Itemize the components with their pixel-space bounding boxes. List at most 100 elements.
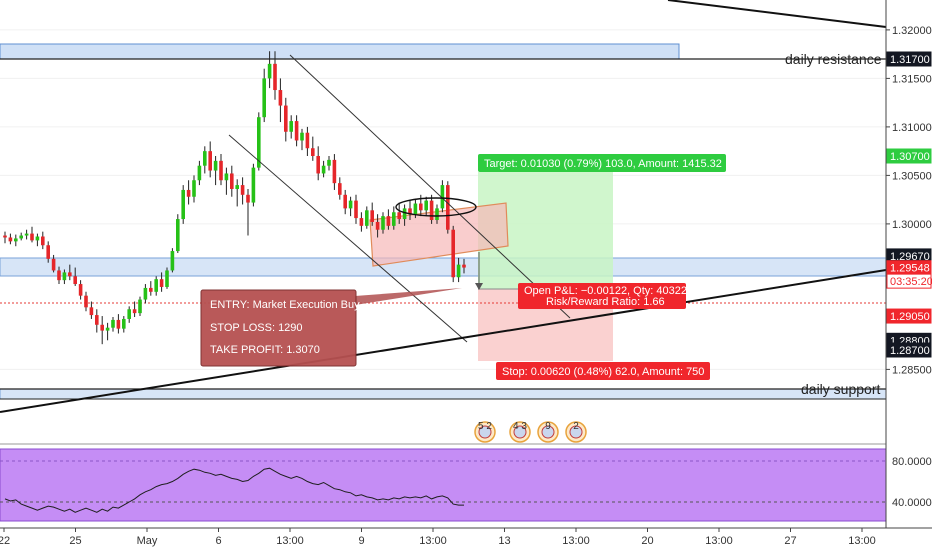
candle-up [300, 132, 304, 141]
candle-down [359, 218, 364, 226]
time-tick-label: 20 [641, 535, 653, 547]
price-label: 1.29548 [890, 263, 930, 275]
target-label: Target: 0.01030 (0.79%) 103.0, Amount: 1… [484, 158, 722, 170]
candle-up [348, 200, 353, 209]
candle-down [246, 194, 250, 203]
candle-down [51, 258, 56, 271]
price-tick-label: 1.28500 [892, 364, 932, 376]
candle-up [402, 208, 407, 220]
pl-label-box [518, 283, 686, 309]
candle-up [19, 235, 23, 239]
price-label-box [886, 51, 932, 67]
ascending-trendline [0, 269, 887, 413]
candle-up [111, 319, 115, 328]
candle-up [197, 165, 202, 181]
candle-down [41, 236, 45, 246]
open-pl-label: Open P&L: −0.00122, Qty: 40322 [524, 285, 687, 297]
entry-callout: ENTRY: Market Execution Buy STOP LOSS: 1… [200, 288, 462, 367]
mid-zone [0, 257, 887, 277]
candle-down [408, 208, 412, 215]
candle-down [116, 319, 121, 329]
entry-callout-box [200, 289, 357, 367]
candle-down [100, 324, 104, 331]
candle-up [327, 159, 331, 166]
daily-support-label: daily support [801, 381, 880, 397]
candle-down [446, 185, 450, 230]
candle-up [440, 185, 445, 209]
candle-down [68, 272, 72, 277]
candle-down [294, 121, 299, 141]
time-tick-label: 13:00 [562, 535, 590, 547]
rsi-background [0, 448, 887, 522]
stop-loss-line: STOP LOSS: 1290 [210, 322, 303, 334]
time-tick-label: 6 [215, 535, 221, 547]
candle-up [235, 185, 239, 189]
flag-count: 9 [545, 421, 551, 432]
candle-down [186, 189, 191, 197]
candle-up [381, 216, 385, 230]
event-flags[interactable]: 5 2 4 3 9 2 [474, 421, 587, 443]
flag-icon [478, 425, 492, 439]
stop-label: Stop: 0.00620 (0.48%) 62.0, Amount: 750 [502, 366, 704, 378]
candle-up [165, 270, 169, 287]
candle-up [321, 165, 326, 174]
candle-down [429, 200, 434, 221]
flag-icon [569, 425, 583, 439]
candle-up [365, 210, 369, 226]
candle-down [149, 287, 153, 292]
price-label: 1.29050 [890, 311, 930, 323]
candle-up [224, 173, 229, 181]
candle-up [192, 180, 196, 197]
price-label: 1.31700 [890, 54, 930, 66]
stop-arrow-head [475, 283, 483, 290]
price-axis[interactable]: 1.32000 1.31500 1.31000 1.30500 1.30000 1.285… [886, 25, 932, 377]
candle-up [138, 299, 142, 314]
candle-up [143, 287, 148, 300]
candle-up [251, 167, 256, 203]
price-label-box [886, 342, 932, 358]
candle-down [95, 315, 99, 325]
stop-label-box [496, 362, 710, 380]
channel-lower [228, 134, 468, 343]
candle-up [176, 219, 180, 252]
time-tick-label: 13:00 [276, 535, 304, 547]
candle-up [154, 279, 158, 292]
candle-down [78, 284, 83, 296]
candle-down [240, 185, 245, 195]
candle-up [122, 318, 126, 329]
candle-down [46, 245, 50, 259]
rsi-tick-label: 40.0000 [892, 497, 932, 509]
time-axis[interactable]: 22 25 May 6 13:00 9 13:00 13 13:00 20 13:00 27 13:00 [0, 528, 876, 547]
candle-down [343, 194, 347, 209]
risk-reward-label: Risk/Reward Ratio: 1.66 [546, 296, 665, 308]
channel-upper [289, 54, 571, 319]
resistance-zone [0, 43, 680, 60]
candle-down [397, 212, 401, 220]
candle-up [267, 63, 272, 79]
candle-down [278, 90, 283, 106]
candle-down [311, 148, 315, 156]
price-label: 1.29670 [890, 251, 930, 263]
rsi-axis[interactable]: 80.0000 40.0000 [892, 456, 932, 509]
entry-line: ENTRY: Market Execution Buy [210, 299, 360, 311]
candle-up [257, 117, 261, 168]
candle-down [332, 159, 337, 184]
time-tick-label: 27 [784, 535, 796, 547]
candle-up [424, 200, 428, 211]
candle-down [284, 105, 288, 132]
time-tick-label: 9 [358, 535, 364, 547]
candle-down [419, 203, 423, 211]
candle-up [392, 212, 396, 226]
candle-down [386, 216, 391, 226]
price-label-box [886, 308, 932, 324]
candle-up [62, 272, 67, 281]
entry-callout-pointer [355, 288, 462, 305]
candle-down [354, 200, 358, 219]
candle-up [435, 208, 439, 221]
candle-up [213, 160, 218, 171]
price-tick-label: 1.31000 [892, 122, 932, 134]
candle-down [338, 183, 342, 195]
price-label: 1.28700 [890, 345, 930, 357]
candle-down [30, 233, 34, 241]
